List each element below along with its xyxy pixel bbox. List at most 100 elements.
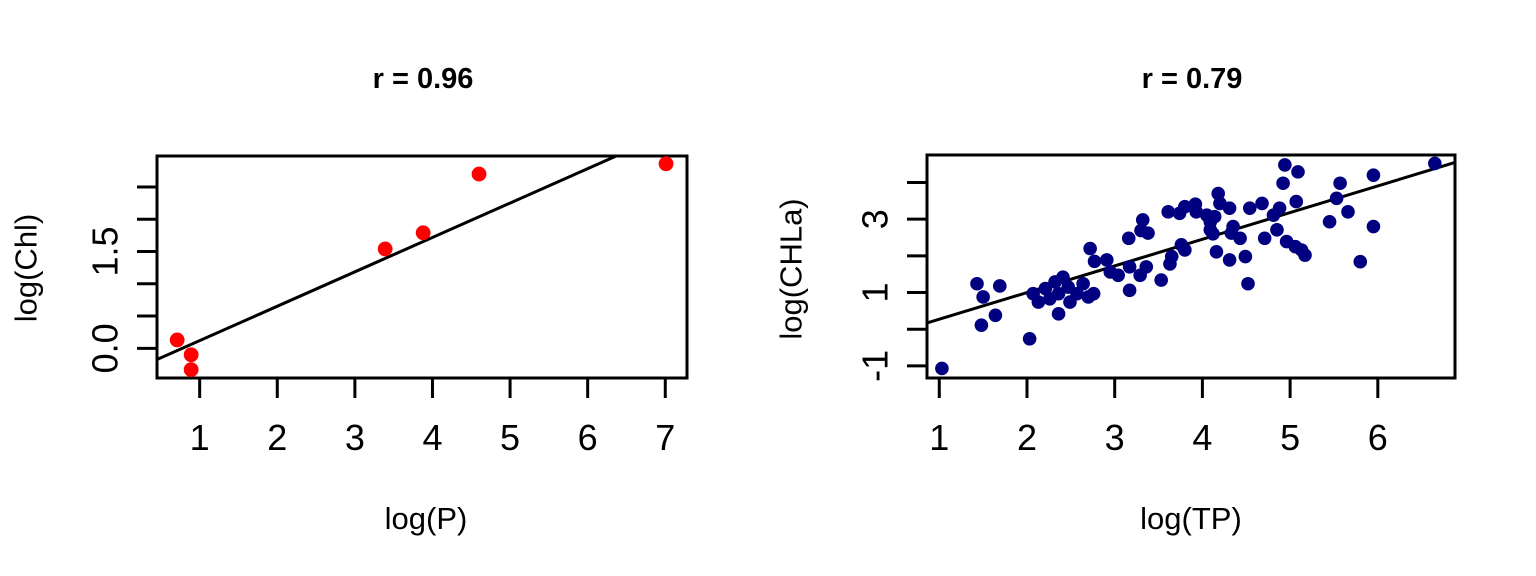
x-tick-label: 7 [655,417,675,458]
data-point [658,156,674,172]
x-tick-label: 4 [1192,417,1212,458]
x-tick-label: 1 [190,417,210,458]
x-tick-label: 2 [267,417,287,458]
data-point [1222,201,1237,215]
x-tick-label: 2 [1017,417,1037,458]
data-point [1083,241,1097,256]
y-tick-label: 1 [855,283,896,303]
data-point [1333,176,1347,191]
data-point [1226,219,1240,234]
data-point [1241,276,1255,291]
data-point [1154,273,1168,287]
data-point [1122,283,1137,298]
x-axis: 1 2 3 4 5 6 [929,378,1388,458]
y-axis: 0.0 1.5 [85,185,157,373]
data-point [1031,295,1046,309]
data-point [169,332,185,348]
data-point [1070,286,1084,301]
data-point [1238,249,1253,264]
data-point [970,276,984,291]
data-point [183,362,199,378]
plot-title: r = 0.96 [373,63,474,95]
data-point [1122,260,1137,274]
data-point [1329,191,1344,206]
data-point [1289,194,1304,209]
data-point [1209,245,1224,259]
data-point [1428,156,1442,171]
data-point [1366,168,1381,182]
data-point [1051,307,1066,321]
data-point [988,308,1003,323]
plot-box [925,153,1457,380]
data-point [1257,231,1272,246]
data-point [1270,223,1284,237]
data-point [1161,205,1175,219]
data-point [1206,227,1220,241]
data-point [377,241,393,257]
data-point [183,347,199,363]
data-point [1141,226,1155,240]
data-point [1178,243,1192,257]
data-point [1222,253,1237,267]
left-scatter-plot: 1 2 3 4 5 6 7 0.0 1.5 r = 0.96 log(P) log(Chl) [9,63,689,536]
y-tick-label: -1 [855,350,896,382]
x-axis: 1 2 3 4 5 6 7 [190,378,675,458]
data-point [935,361,949,376]
data-points [169,156,674,378]
y-axis: -1 1 3 [855,181,927,382]
right-scatter-plot: 1 2 3 4 5 6 -1 1 3 r = 0.79 log(TP) log(CHLa) [774,63,1457,536]
data-point [974,318,989,332]
plot-title: r = 0.79 [1142,63,1243,95]
data-point [1353,254,1368,269]
data-point [1291,165,1305,179]
data-point [1272,201,1287,215]
data-point [1255,196,1269,211]
data-point [976,290,990,304]
data-point [992,279,1007,293]
data-point [1022,331,1037,346]
data-point [1242,201,1257,215]
data-point [1298,248,1312,262]
x-axis-label: log(P) [385,501,468,536]
x-tick-label: 3 [345,417,365,458]
data-points [935,156,1442,376]
data-point [1051,286,1066,301]
y-axis-label: log(CHLa) [774,198,809,339]
x-tick-label: 3 [1105,417,1125,458]
x-axis-label: log(TP) [1140,501,1242,536]
regression-line [927,161,1455,325]
data-point [471,166,487,182]
data-point [1139,260,1154,274]
y-tick-label: 3 [855,209,896,229]
data-point [1076,276,1090,291]
data-point [1366,219,1381,234]
data-point [1189,205,1204,219]
data-point [1038,281,1053,296]
x-tick-label: 5 [1280,417,1300,458]
x-tick-label: 1 [929,417,949,458]
data-point [1111,268,1126,283]
data-point [1100,253,1114,267]
plot-box [155,154,689,380]
data-point [415,225,431,241]
data-point [1164,249,1179,264]
data-point [1207,209,1222,224]
data-point [1341,205,1355,219]
data-point [1178,199,1192,214]
data-point [1322,214,1337,229]
x-tick-label: 6 [578,417,598,458]
y-tick-label: 1.5 [85,226,126,276]
data-point [1278,158,1292,172]
regression-line [157,156,620,361]
data-point [1087,254,1102,269]
data-point [1121,231,1136,246]
x-tick-label: 4 [422,417,442,458]
y-tick-label: 0.0 [85,323,126,373]
y-axis-label: log(Chl) [9,214,44,323]
x-tick-label: 5 [500,417,520,458]
data-point [1135,213,1150,227]
data-point [1086,286,1101,301]
data-point [1276,176,1290,191]
